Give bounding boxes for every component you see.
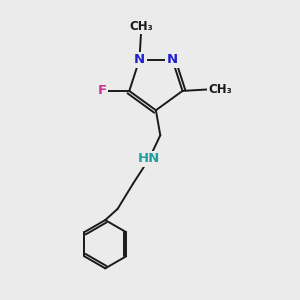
Text: N: N [167, 53, 178, 66]
Text: CH₃: CH₃ [129, 20, 153, 33]
Text: HN: HN [138, 152, 160, 165]
Text: N: N [134, 53, 145, 66]
Text: CH₃: CH₃ [208, 83, 232, 96]
Text: F: F [98, 84, 107, 98]
